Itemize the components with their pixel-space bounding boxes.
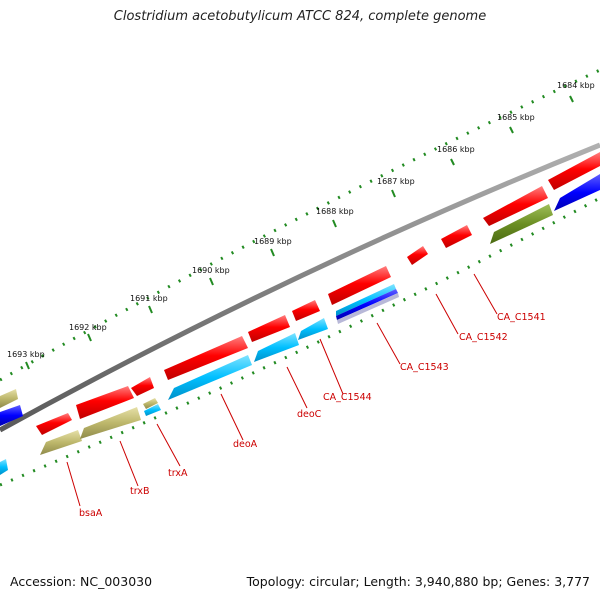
tick-label: 1685 kbp bbox=[497, 113, 535, 122]
gene-arrow-forward bbox=[328, 266, 391, 305]
gene-arrow-reverse bbox=[298, 318, 328, 340]
tick-label: 1687 kbp bbox=[377, 177, 415, 186]
scale-arc-outer bbox=[0, 68, 600, 382]
gene-arrow-reverse bbox=[144, 404, 161, 416]
gene-label: bsaA bbox=[79, 508, 103, 519]
gene-arrow-reverse bbox=[254, 333, 299, 362]
forward-strand bbox=[36, 152, 600, 435]
gene-arrow-reverse bbox=[490, 204, 553, 244]
gene-label: trxB bbox=[130, 486, 150, 497]
gene-arrow-forward bbox=[131, 377, 154, 396]
gene-arrow-forward bbox=[441, 225, 472, 248]
tick-label: 1690 kbp bbox=[192, 266, 230, 275]
scale-arc-inner bbox=[0, 196, 600, 487]
map-title: Clostridium acetobutylicum ATCC 824, com… bbox=[113, 9, 487, 24]
tick-label: 1693 kbp bbox=[7, 350, 45, 359]
gene-arrow-reverse bbox=[0, 405, 23, 426]
tick-label: 1691 kbp bbox=[130, 294, 168, 303]
gene-label: deoA bbox=[233, 439, 258, 450]
gene-arrow-forward bbox=[548, 152, 600, 190]
gene-arrow-reverse bbox=[0, 389, 18, 408]
gene-arrow-forward bbox=[164, 336, 248, 380]
gene-arrow-reverse bbox=[336, 289, 398, 320]
gene-arrow-reverse bbox=[0, 459, 8, 475]
gene-arrow-reverse bbox=[168, 355, 252, 400]
tick-label: 1686 kbp bbox=[437, 145, 475, 154]
gene-labels: CA_C1541 CA_C1542 CA_C1543 CA_C1544 deoC… bbox=[79, 312, 546, 519]
gene-label: CA_C1543 bbox=[400, 362, 449, 373]
scale-tick-labels: 1684 kbp 1685 kbp 1686 kbp 1687 kbp 1688… bbox=[7, 81, 595, 359]
gene-label: CA_C1542 bbox=[459, 332, 508, 343]
gene-arrow-forward bbox=[248, 315, 290, 342]
gene-label: deoC bbox=[297, 409, 322, 420]
gene-arrow-reverse bbox=[143, 398, 158, 409]
gene-label: CA_C1544 bbox=[323, 392, 372, 403]
gene-arrow-reverse bbox=[80, 407, 141, 439]
tick-label: 1689 kbp bbox=[254, 237, 292, 246]
gene-arrow-reverse bbox=[337, 293, 399, 324]
gene-arrow-forward bbox=[36, 413, 72, 435]
tick-label: 1692 kbp bbox=[69, 323, 107, 332]
scale-major-ticks bbox=[25, 95, 574, 370]
genome-backbone bbox=[0, 142, 600, 433]
gene-arrow-forward bbox=[76, 386, 134, 419]
tick-label: 1688 kbp bbox=[316, 207, 354, 216]
gene-arrow-forward bbox=[292, 300, 320, 321]
gene-label: CA_C1541 bbox=[497, 312, 546, 323]
gene-leader-lines bbox=[66, 273, 498, 507]
reverse-strand bbox=[0, 174, 600, 475]
topology-label: Topology: circular; Length: 3,940,880 bp… bbox=[246, 574, 590, 589]
tick-label: 1684 kbp bbox=[557, 81, 595, 90]
gene-arrow-reverse bbox=[554, 174, 600, 211]
gene-arrow-reverse bbox=[40, 430, 82, 455]
gene-arrow-forward bbox=[407, 246, 428, 265]
accession-label: Accession: NC_003030 bbox=[10, 574, 153, 589]
gene-label: trxA bbox=[168, 468, 188, 479]
gene-arrow-forward bbox=[483, 186, 548, 226]
gene-arrow-reverse bbox=[336, 284, 396, 316]
